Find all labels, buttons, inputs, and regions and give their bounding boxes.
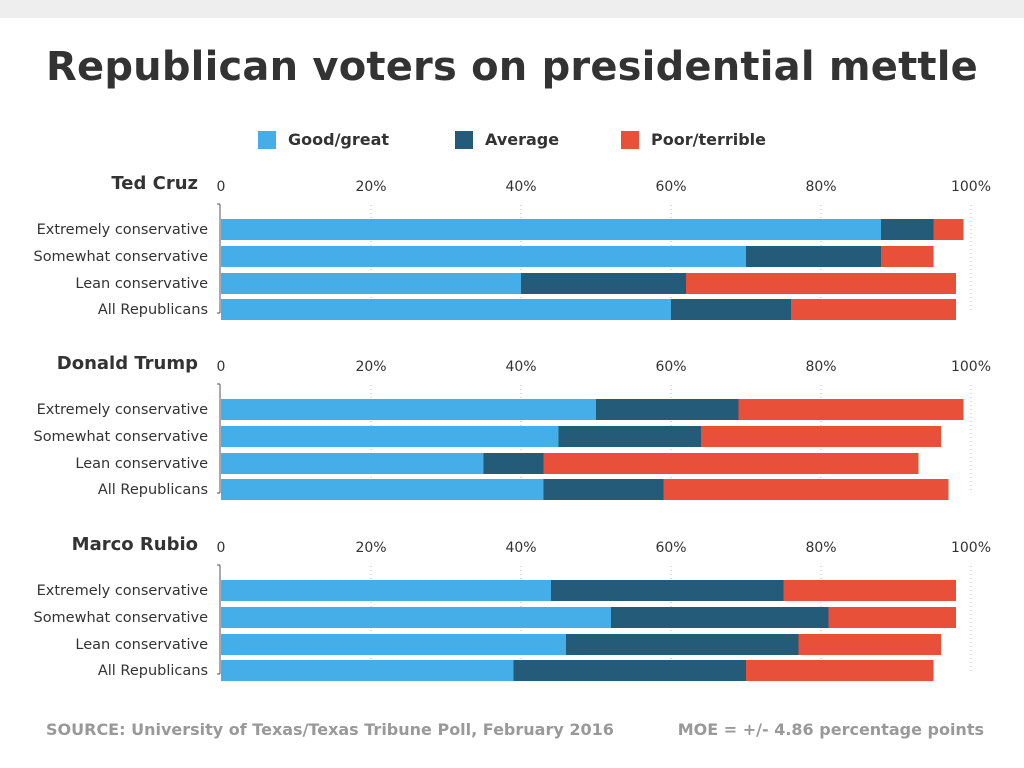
bar-segment-average: [551, 580, 784, 601]
bar-segment-good-great: [221, 426, 559, 447]
source-note: SOURCE: University of Texas/Texas Tribun…: [46, 720, 614, 739]
legend-label-average: Average: [485, 130, 560, 149]
moe-note: MOE = +/- 4.86 percentage points: [677, 720, 984, 739]
tick-label: 40%: [505, 540, 536, 556]
tick-label: 60%: [655, 359, 686, 375]
bar-segment-good-great: [221, 399, 596, 420]
tick-label: 100%: [951, 179, 991, 195]
category-label: All Republicans: [98, 482, 208, 498]
category-label: Somewhat conservative: [33, 429, 208, 445]
tick-label: 80%: [805, 540, 836, 556]
category-label: Extremely conservative: [37, 222, 208, 238]
bar-segment-poor-terrible: [828, 607, 956, 628]
tick-label: 60%: [655, 179, 686, 195]
chart-title: Republican voters on presidential mettle: [46, 44, 978, 90]
bar-segment-average: [483, 453, 544, 474]
bar-segment-good-great: [221, 299, 671, 320]
bar-segment-average: [881, 219, 934, 240]
tick-label: 80%: [805, 359, 836, 375]
category-label: Lean conservative: [75, 637, 208, 653]
tick-label: 40%: [505, 179, 536, 195]
tick-label: 40%: [505, 359, 536, 375]
tick-label: 20%: [355, 540, 386, 556]
bar-segment-average: [746, 246, 881, 267]
bar-segment-good-great: [221, 453, 484, 474]
legend: Good/great Average Poor/terrible: [0, 130, 1024, 154]
panel-title: Marco Rubio: [72, 534, 198, 555]
bar-segment-good-great: [221, 219, 881, 240]
legend-swatch-good: [258, 130, 276, 149]
legend-item-good: Good/great: [258, 130, 389, 149]
tick-label: 0: [217, 179, 226, 195]
legend-label-poor: Poor/terrible: [651, 130, 766, 149]
bar-segment-good-great: [221, 273, 521, 294]
bar-segment-poor-terrible: [933, 219, 964, 240]
tick-label: 20%: [355, 179, 386, 195]
bar-segment-average: [543, 479, 664, 500]
bar-segment-average: [611, 607, 829, 628]
legend-item-poor: Poor/terrible: [621, 130, 766, 149]
bar-segment-poor-terrible: [663, 479, 949, 500]
legend-swatch-poor: [621, 130, 639, 149]
legend-item-average: Average: [455, 130, 559, 149]
bar-segment-good-great: [221, 634, 566, 655]
bar-segment-poor-terrible: [543, 453, 919, 474]
tick-label: 0: [217, 359, 226, 375]
category-label: Lean conservative: [75, 456, 208, 472]
bar-segment-poor-terrible: [746, 660, 934, 681]
tick-label: 0: [217, 540, 226, 556]
bar-segment-good-great: [221, 246, 746, 267]
bar-segment-good-great: [221, 607, 611, 628]
top-bar: [0, 0, 1024, 18]
tick-label: 80%: [805, 179, 836, 195]
bar-segment-poor-terrible: [791, 299, 956, 320]
bar-segment-poor-terrible: [686, 273, 956, 294]
bar-segment-good-great: [221, 660, 514, 681]
category-label: Somewhat conservative: [33, 249, 208, 265]
category-label: Extremely conservative: [37, 583, 208, 599]
bar-segment-good-great: [221, 479, 544, 500]
bar-segment-poor-terrible: [783, 580, 956, 601]
bar-segment-average: [558, 426, 701, 447]
category-label: Extremely conservative: [37, 402, 208, 418]
tick-label: 60%: [655, 540, 686, 556]
legend-label-good: Good/great: [288, 130, 390, 149]
category-label: Lean conservative: [75, 276, 208, 292]
tick-label: 100%: [951, 540, 991, 556]
bar-segment-average: [513, 660, 746, 681]
tick-label: 20%: [355, 359, 386, 375]
category-label: Somewhat conservative: [33, 610, 208, 626]
panel-title: Donald Trump: [57, 353, 198, 374]
bar-segment-average: [521, 273, 686, 294]
category-label: All Republicans: [98, 663, 208, 679]
bar-segment-good-great: [221, 580, 551, 601]
bar-segment-poor-terrible: [738, 399, 964, 420]
bar-segment-poor-terrible: [798, 634, 941, 655]
panel-title: Ted Cruz: [111, 173, 198, 194]
category-label: All Republicans: [98, 302, 208, 318]
legend-swatch-average: [455, 130, 473, 149]
bar-segment-average: [671, 299, 791, 320]
tick-label: 100%: [951, 359, 991, 375]
bar-segment-poor-terrible: [701, 426, 941, 447]
bar-segment-average: [596, 399, 739, 420]
bar-segment-poor-terrible: [881, 246, 934, 267]
bar-segment-average: [566, 634, 799, 655]
